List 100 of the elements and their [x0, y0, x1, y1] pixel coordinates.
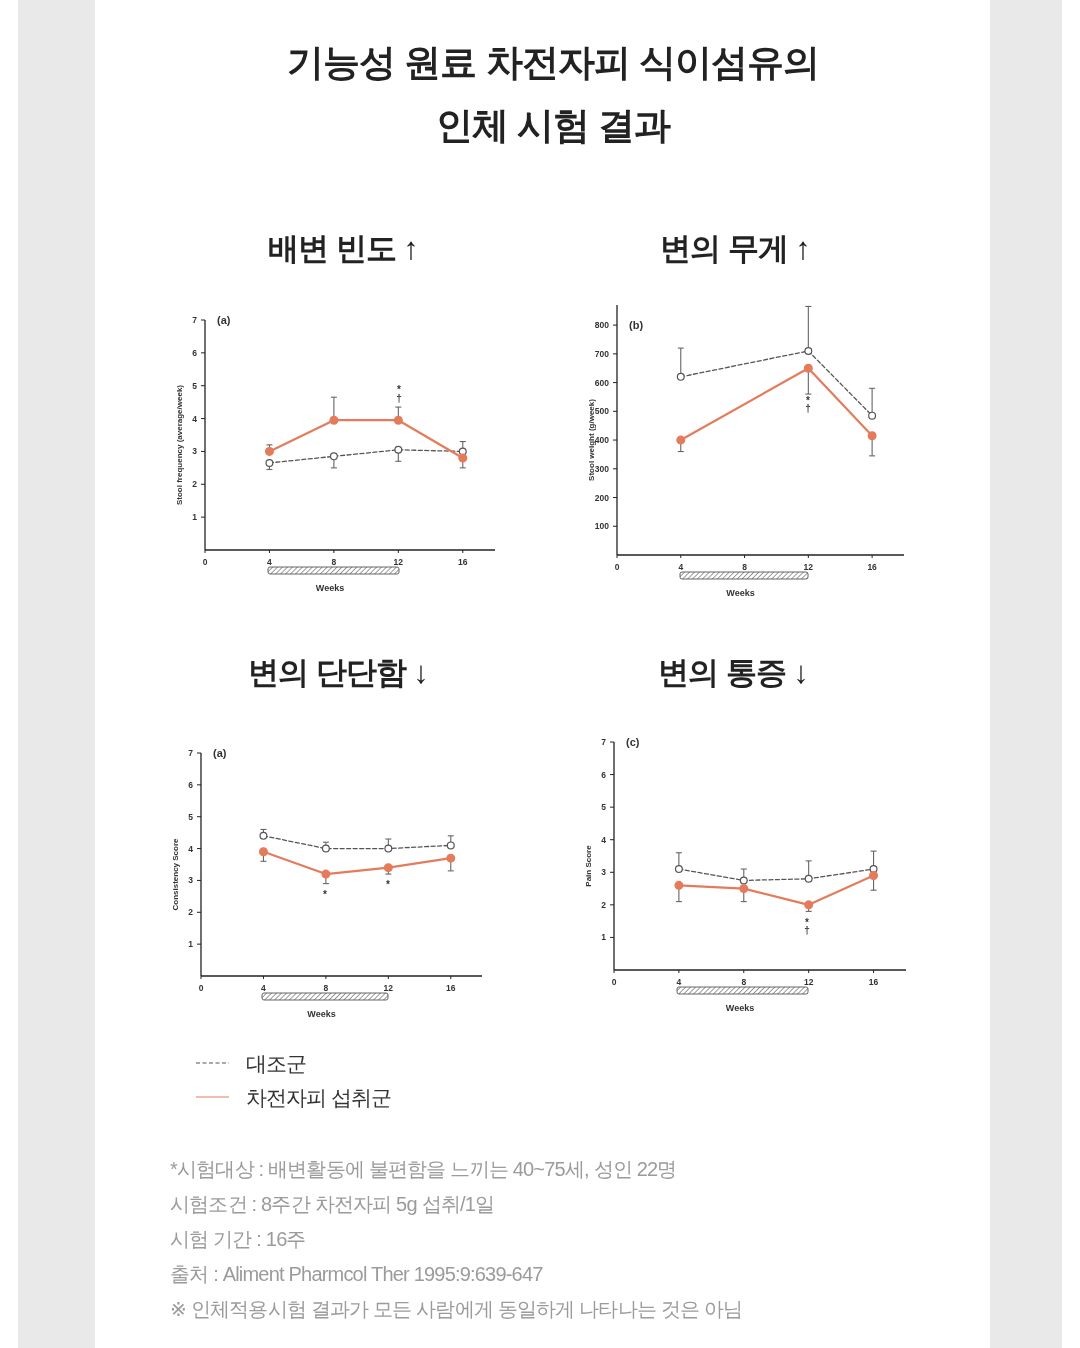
point	[458, 453, 468, 463]
y-axis-title: Stool weight (g/week)	[586, 398, 596, 481]
point	[458, 447, 467, 456]
chart-title: 변의 통증 ↓	[658, 654, 808, 690]
x-tick-label: 4	[676, 977, 682, 987]
text: 시험 기간 : 16주	[170, 1227, 307, 1252]
point	[446, 841, 455, 850]
point	[869, 871, 879, 881]
point	[329, 452, 338, 461]
point	[259, 831, 268, 840]
point	[446, 853, 456, 863]
point	[739, 876, 748, 885]
x-tick-label: 4	[261, 983, 267, 993]
point	[676, 435, 686, 445]
x-tick-label: 4	[267, 557, 273, 567]
annotation: *	[386, 878, 391, 890]
x-tick-label: 16	[458, 557, 468, 567]
y-tick-label: 5	[188, 811, 194, 822]
source-note: 출처 : Aliment Pharmcol Ther 1995:9:639-647	[170, 1262, 544, 1287]
annotation: *	[397, 383, 402, 395]
y-tick-label: 2	[192, 479, 198, 490]
y-tick-label: 6	[601, 769, 607, 780]
annotation: (a)	[217, 314, 231, 326]
x-tick-label: 12	[803, 977, 814, 987]
annotation: *	[323, 888, 328, 900]
y-tick-label: 1	[601, 932, 607, 943]
point	[804, 900, 814, 910]
point	[383, 863, 393, 873]
x-tick-label: 12	[393, 557, 404, 567]
text: 시험조건 : 8주간 차전자피 5g 섭취/1일	[170, 1192, 496, 1217]
x-tick-label: 8	[742, 562, 748, 572]
point	[321, 869, 331, 879]
y-tick-label: 3	[192, 446, 198, 457]
y-tick-label: 4	[192, 413, 198, 424]
text: 기능성 원료 차전자피 식이섬유의 인체 시험 결과	[286, 41, 820, 148]
point	[674, 865, 683, 874]
x-tick-label: 16	[867, 562, 878, 572]
annotation: †	[805, 402, 811, 414]
x-tick-label: 8	[331, 557, 337, 567]
x-tick-label: 16	[446, 983, 456, 993]
point	[264, 446, 274, 456]
point	[867, 431, 877, 441]
point	[674, 880, 684, 890]
legend-label: 대조군	[246, 1051, 306, 1075]
chart-title: 변의 단단함 ↓	[248, 654, 428, 690]
x-axis-title: Weeks	[307, 1009, 336, 1019]
chart-title: 배변 빈도 ↑	[268, 230, 418, 266]
point	[676, 372, 685, 381]
text: ※ 인체적용시험 결과가 모든 사람에게 동일하게 나타나는 것은 아님	[170, 1297, 744, 1322]
y-axis-title: Pain Score	[583, 844, 593, 887]
y-tick-label: 6	[188, 779, 194, 790]
x-tick-label: 8	[741, 977, 747, 987]
legend-label: 차전자피 섭취군	[246, 1085, 391, 1109]
y-tick-label: 7	[188, 748, 194, 758]
point	[265, 458, 274, 467]
point	[321, 844, 330, 853]
y-tick-label: 700	[594, 348, 610, 359]
y-tick-label: 1	[192, 512, 198, 523]
x-tick-label: 0	[202, 557, 208, 567]
point	[804, 874, 813, 883]
y-tick-label: 500	[594, 406, 610, 417]
y-tick-label: 5	[192, 380, 198, 391]
point	[393, 415, 403, 425]
y-tick-label: 4	[601, 834, 607, 845]
y-tick-label: 6	[192, 347, 198, 358]
x-tick-label: 0	[611, 977, 617, 987]
y-tick-label: 5	[601, 802, 607, 813]
y-tick-label: 7	[192, 315, 198, 325]
y-tick-label: 800	[594, 320, 610, 331]
x-tick-label: 8	[323, 983, 329, 993]
x-tick-label: 0	[614, 562, 620, 572]
point	[329, 415, 339, 425]
annotation: †	[396, 392, 402, 404]
y-tick-label: 1	[188, 939, 194, 950]
x-tick-label: 0	[198, 983, 204, 993]
x-tick-label: 4	[678, 562, 684, 572]
y-tick-label: 3	[601, 867, 607, 878]
annotation: (b)	[629, 319, 644, 332]
x-tick-label: 12	[383, 983, 394, 993]
point	[804, 346, 813, 355]
annotation: (a)	[213, 747, 227, 759]
point	[868, 411, 877, 420]
text: *시험대상 : 배변활동에 불편함을 느끼는 40~75세, 성인 22명	[170, 1157, 678, 1182]
x-tick-label: 16	[868, 977, 879, 987]
y-tick-label: 100	[594, 521, 610, 532]
y-tick-label: 600	[594, 377, 610, 388]
point	[258, 847, 268, 857]
y-tick-label: 2	[601, 899, 607, 910]
y-tick-label: 4	[188, 843, 194, 854]
x-axis-title: Weeks	[726, 588, 755, 598]
point	[803, 363, 813, 373]
x-axis-title: Weeks	[315, 583, 345, 593]
x-axis-title: Weeks	[725, 1003, 755, 1013]
y-axis-title: Consistency Score	[170, 837, 180, 911]
y-axis-title: Stool frequency (average/week)	[174, 384, 184, 506]
point	[384, 844, 393, 853]
y-tick-label: 3	[188, 875, 194, 886]
annotation: †	[804, 924, 810, 936]
annotation: (c)	[626, 736, 640, 748]
y-tick-label: 300	[594, 463, 610, 474]
